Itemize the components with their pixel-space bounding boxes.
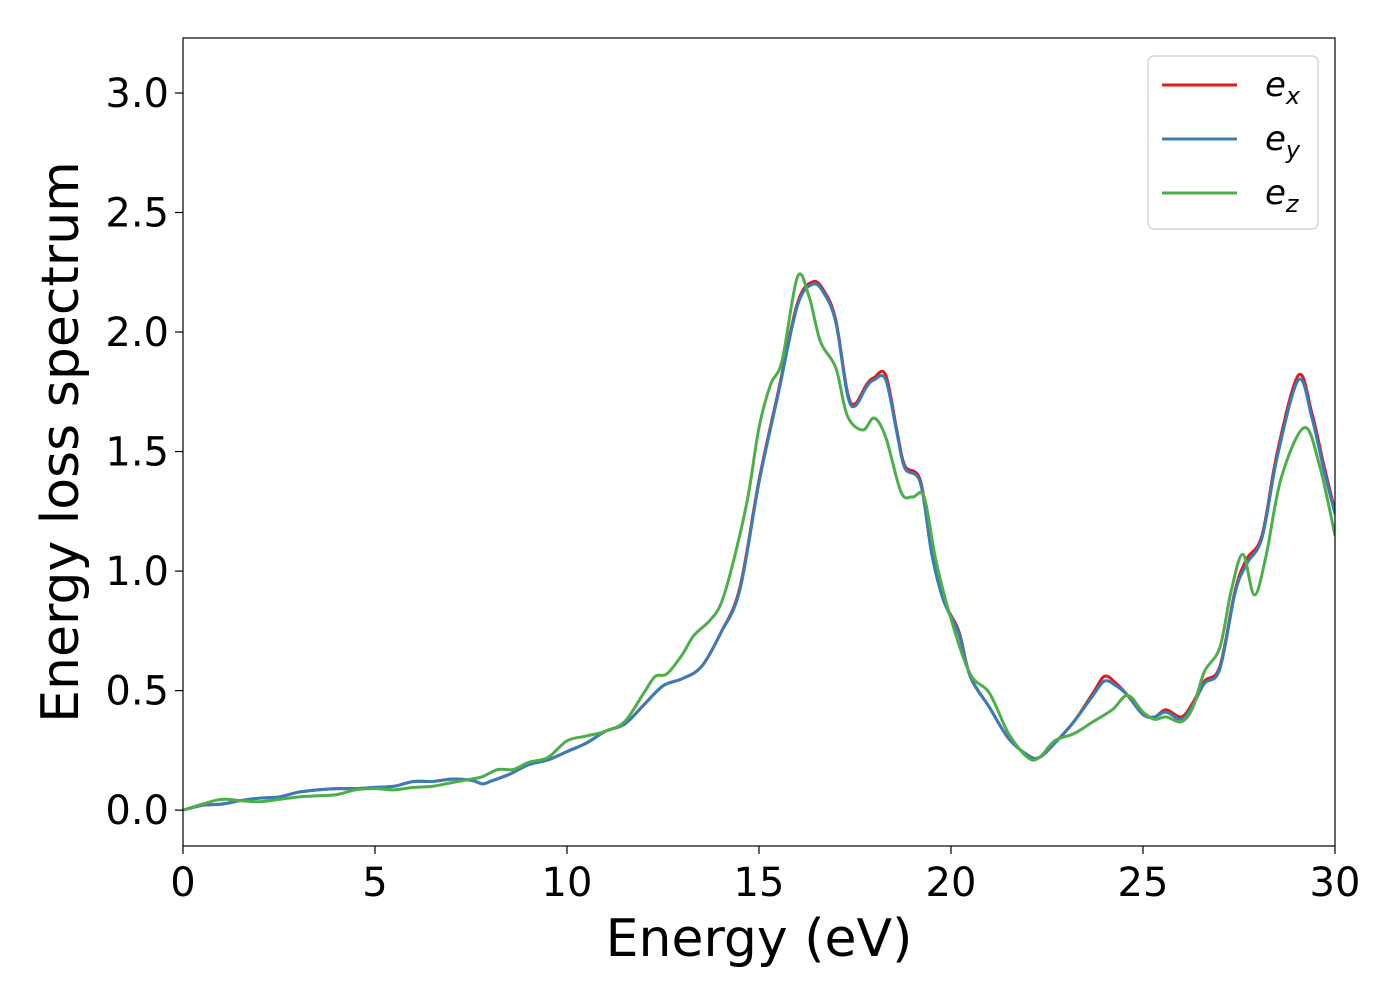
series-line-ey: [183, 282, 1335, 812]
x-tick-label: 0: [170, 860, 195, 906]
legend-label-ey: ey: [1265, 119, 1301, 164]
x-tick-label: 15: [734, 860, 785, 906]
x-tick-label: 25: [1118, 860, 1169, 906]
x-tick-label: 30: [1310, 860, 1361, 906]
y-tick-label: 2.5: [105, 191, 169, 237]
y-tick-label: 1.5: [105, 430, 169, 476]
x-tick-label: 5: [362, 860, 387, 906]
legend: ex ey ez: [1147, 55, 1319, 230]
legend-label-ez: ez: [1265, 173, 1300, 218]
x-tick-label: 10: [542, 860, 593, 906]
y-axis-label: Energy loss spectrum: [31, 161, 91, 723]
legend-box: [1147, 55, 1319, 230]
x-axis-ticks: 0 5 10 15 20 25 30: [170, 846, 1360, 906]
series-line-ex: [183, 279, 1335, 812]
series-line-ez: [183, 272, 1335, 812]
y-axis-ticks: 0.0 0.5 1.0 1.5 2.0 2.5 3.0: [105, 71, 183, 834]
legend-label-ex: ex: [1265, 65, 1301, 110]
x-tick-label: 20: [926, 860, 977, 906]
y-tick-label: 1.0: [105, 549, 169, 595]
y-tick-label: 2.0: [105, 310, 169, 356]
series-layer: [183, 272, 1335, 812]
y-tick-label: 0.5: [105, 669, 169, 715]
x-axis-label: Energy (eV): [606, 909, 913, 969]
y-tick-label: 3.0: [105, 71, 169, 117]
y-tick-label: 0.0: [105, 788, 169, 834]
